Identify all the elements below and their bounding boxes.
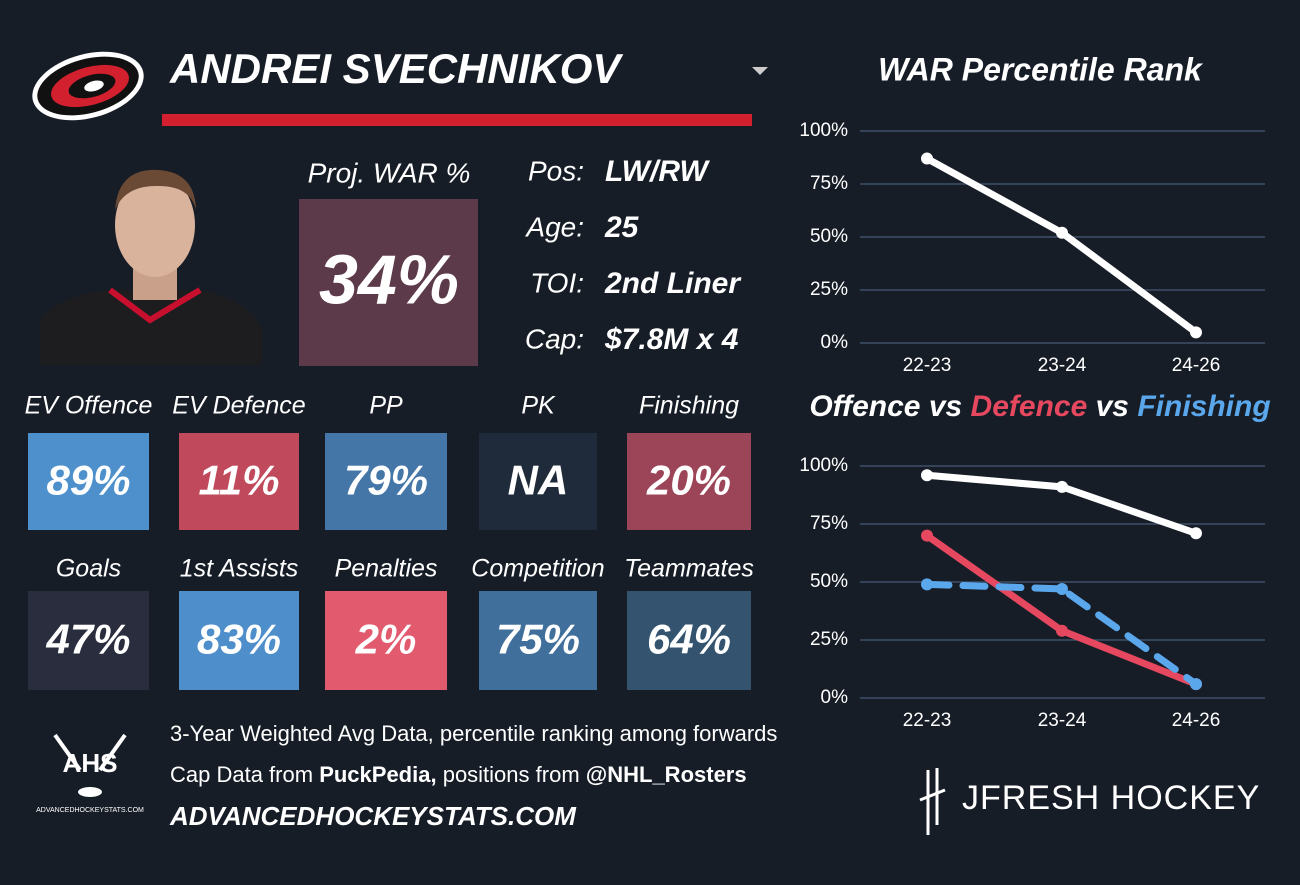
brand: JFRESH HOCKEY [962, 779, 1260, 817]
tile-value: 83% [197, 616, 281, 663]
credit-source: PuckPedia, [319, 762, 436, 787]
tile-label: Penalties [335, 555, 438, 583]
tile [627, 433, 751, 530]
legend-entry: Defence [971, 390, 1088, 423]
player-photo [40, 169, 262, 365]
proj-war-label: Proj. WAR % [308, 157, 471, 188]
bio-value: $7.8M x 4 [604, 323, 739, 356]
team-logo [32, 51, 144, 121]
proj-war-value: 34% [319, 240, 459, 318]
tile [325, 591, 447, 690]
site: ADVANCEDHOCKEYSTATS.COM [169, 801, 577, 831]
bio-label: TOI: [530, 267, 584, 298]
x-tick-label: 22-23 [903, 355, 952, 376]
tile-label: PK [521, 392, 556, 420]
data-line [923, 532, 1200, 688]
tile-label: EV Offence [25, 392, 153, 420]
y-tick-label: 25% [810, 629, 848, 650]
title-separator: vs [1096, 390, 1129, 423]
tile-value: 2% [355, 616, 417, 663]
tile-value: 64% [647, 616, 731, 663]
tile [28, 433, 149, 530]
chart-title: WAR Percentile Rank [878, 51, 1204, 87]
bio-value: LW/RW [605, 155, 710, 188]
dropdown[interactable] [752, 67, 768, 75]
y-tick-label: 100% [799, 120, 848, 141]
x-tick-label: 24-26 [1172, 355, 1221, 376]
data-point [1190, 527, 1202, 540]
bio-value: 25 [604, 211, 640, 244]
bio-value: 2nd Liner [604, 267, 742, 300]
ahs-logo-sub: ADVANCEDHOCKEYSTATS.COM [36, 807, 144, 814]
credit-text: positions from [443, 762, 580, 787]
data-point [1056, 480, 1068, 493]
tile-label: Goals [56, 555, 121, 583]
tile [479, 433, 597, 530]
data-point [921, 578, 933, 591]
credit-source: @NHL_Rosters [586, 762, 747, 787]
tile-label: EV Defence [172, 392, 305, 420]
bio-label: Cap: [525, 323, 584, 354]
bio-label: Age: [524, 211, 584, 242]
tile-label: Competition [471, 555, 604, 583]
tile-label: PP [369, 392, 403, 420]
tile [325, 433, 447, 530]
bio-label: Pos: [528, 155, 584, 186]
y-tick-label: 100% [799, 455, 848, 476]
x-tick-label: 22-23 [903, 710, 952, 731]
data-line [923, 580, 1200, 688]
data-point [921, 152, 933, 165]
tile-label: Teammates [624, 555, 754, 583]
x-tick-label: 23-24 [1038, 355, 1087, 376]
data-point [1056, 582, 1068, 595]
y-tick-label: 50% [810, 226, 848, 247]
legend-entry: Offence [809, 390, 920, 423]
credit-text: Cap Data from [170, 762, 313, 787]
tile-label: 1st Assists [180, 555, 299, 583]
tile-value: 75% [496, 616, 580, 663]
proj-war-box [299, 199, 478, 366]
y-tick-label: 50% [810, 571, 848, 592]
y-tick-label: 0% [821, 687, 849, 708]
name-underline [162, 114, 752, 126]
tile-value: 20% [646, 457, 731, 504]
tile [28, 591, 149, 690]
legend-entry: Finishing [1137, 390, 1270, 423]
ahs-logo-text: AHS [63, 748, 118, 778]
tile-value: 47% [45, 616, 130, 663]
data-point [921, 529, 933, 542]
y-tick-label: 75% [810, 513, 848, 534]
x-tick-label: 23-24 [1038, 710, 1087, 731]
tile [179, 433, 299, 530]
player-name: ANDREI SVECHNIKOV [169, 45, 623, 92]
data-point [921, 469, 933, 482]
brand-logo [919, 768, 946, 835]
ahs-logo: AHS ADVANCEDHOCKEYSTATS.COM [36, 733, 144, 814]
tile-value: 11% [199, 457, 280, 504]
title-separator: vs [929, 390, 962, 423]
y-tick-label: 25% [810, 279, 848, 300]
tile [179, 591, 299, 690]
data-point [1190, 326, 1202, 339]
y-tick-label: 0% [821, 332, 849, 353]
y-tick-label: 75% [810, 173, 848, 194]
x-tick-label: 24-26 [1172, 710, 1221, 731]
tile [627, 591, 751, 690]
data-point [1056, 624, 1068, 637]
footer-note: 3-Year Weighted Avg Data, percentile ran… [170, 721, 777, 746]
data-point [1190, 678, 1202, 691]
tile [479, 591, 597, 690]
footer-credits: Cap Data from PuckPedia, positions from … [170, 762, 747, 787]
tile-label: Finishing [639, 392, 739, 420]
chart-title: Offence vs Defence vs Finishing [809, 390, 1270, 423]
tile-value: 79% [344, 457, 428, 504]
tile-value: NA [508, 457, 569, 504]
tile-value: 89% [46, 457, 130, 504]
data-point [1056, 226, 1068, 239]
